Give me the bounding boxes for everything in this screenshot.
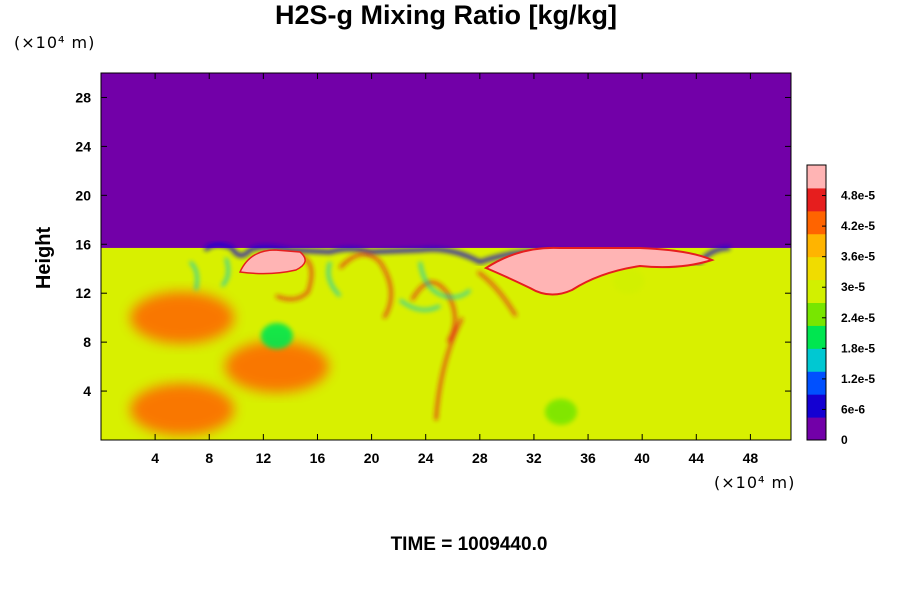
cool-patch (545, 398, 577, 425)
x-tick-label: 32 (526, 450, 542, 466)
x-tick-label: 44 (689, 450, 705, 466)
high-plume (483, 246, 715, 296)
plume-lobe (238, 249, 306, 275)
x-axis-ticks: 4 8 12 16 20 24 28 32 36 40 44 48 (151, 73, 758, 466)
y-tick-label: 24 (75, 138, 91, 154)
plot-area (101, 73, 791, 440)
colorbar-tick-label: 1.8e-5 (841, 341, 875, 355)
plot-frame (100, 72, 792, 441)
colorbar-tick-label: 0 (841, 433, 848, 447)
cool-eddies (188, 257, 472, 312)
colorbar-tick-label: 4.2e-5 (841, 219, 875, 233)
warm-patch (224, 340, 329, 393)
y-tick-label: 4 (83, 383, 91, 399)
colorbar-swatch (807, 394, 826, 418)
x-tick-label: 12 (256, 450, 272, 466)
x-tick-label: 8 (205, 450, 213, 466)
chart-title: H2S-g Mixing Ratio [kg/kg] (275, 0, 617, 30)
colorbar-frame (806, 164, 827, 441)
x-tick-label: 28 (472, 450, 488, 466)
y-tick-label: 28 (75, 89, 91, 105)
colorbar-swatch (807, 371, 826, 395)
y-tick-label: 12 (75, 285, 91, 301)
colorbar-swatch (807, 348, 826, 372)
warm-patch (130, 291, 235, 344)
x-tick-label: 4 (151, 450, 159, 466)
x-tick-label: 16 (310, 450, 326, 466)
colorbar-tick-label: 3.6e-5 (841, 250, 875, 264)
plume-front (246, 252, 518, 421)
colorbar-swatch (807, 279, 826, 303)
warm-patch (130, 383, 235, 436)
cool-patch (260, 323, 293, 350)
field-patches (130, 267, 645, 436)
colorbar-tick-label: 2.4e-5 (841, 311, 875, 325)
x-tick-label: 40 (634, 450, 650, 466)
colorbar-swatch (807, 256, 826, 281)
colorbar-tick-label: 1.2e-5 (841, 372, 875, 386)
cool-patch (612, 267, 645, 294)
colorbar-swatch (807, 325, 826, 349)
time-label: TIME = 1009440.0 (391, 534, 548, 555)
y-tick-label: 8 (83, 334, 91, 350)
x-tick-label: 20 (364, 450, 380, 466)
colorbar-swatch (807, 302, 826, 326)
x-tick-label: 36 (580, 450, 596, 466)
colorbar-swatch (807, 233, 826, 258)
colorbar-tick-label: 3e-5 (841, 280, 865, 294)
x-tick-label: 48 (743, 450, 759, 466)
x-tick-label: 24 (418, 450, 434, 466)
colorbar-tick-label: 6e-6 (841, 402, 865, 416)
colorbar-swatch (807, 165, 826, 189)
colorbar-swatch (807, 187, 826, 212)
colorbar-tick-label: 4.8e-5 (841, 189, 875, 203)
y-axis-unit: (×10⁴ m) (14, 33, 95, 52)
x-axis-unit: (×10⁴ m) (714, 473, 795, 492)
y-tick-label: 16 (75, 236, 91, 252)
y-axis-label: Height (33, 227, 55, 290)
y-tick-label: 20 (75, 187, 91, 203)
y-axis-ticks: 4 8 12 16 20 24 28 (75, 89, 791, 399)
upper-region (101, 73, 791, 249)
colorbar-swatch (807, 210, 826, 235)
colorbar-swatch (807, 417, 826, 441)
colorbar: 0 6e-6 1.2e-5 1.8e-5 2.4e-5 3e-5 3.6e-5 4.2e-5 4… (806, 164, 875, 447)
